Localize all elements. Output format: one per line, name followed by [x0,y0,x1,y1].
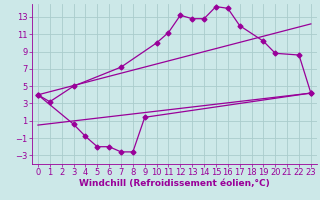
X-axis label: Windchill (Refroidissement éolien,°C): Windchill (Refroidissement éolien,°C) [79,179,270,188]
